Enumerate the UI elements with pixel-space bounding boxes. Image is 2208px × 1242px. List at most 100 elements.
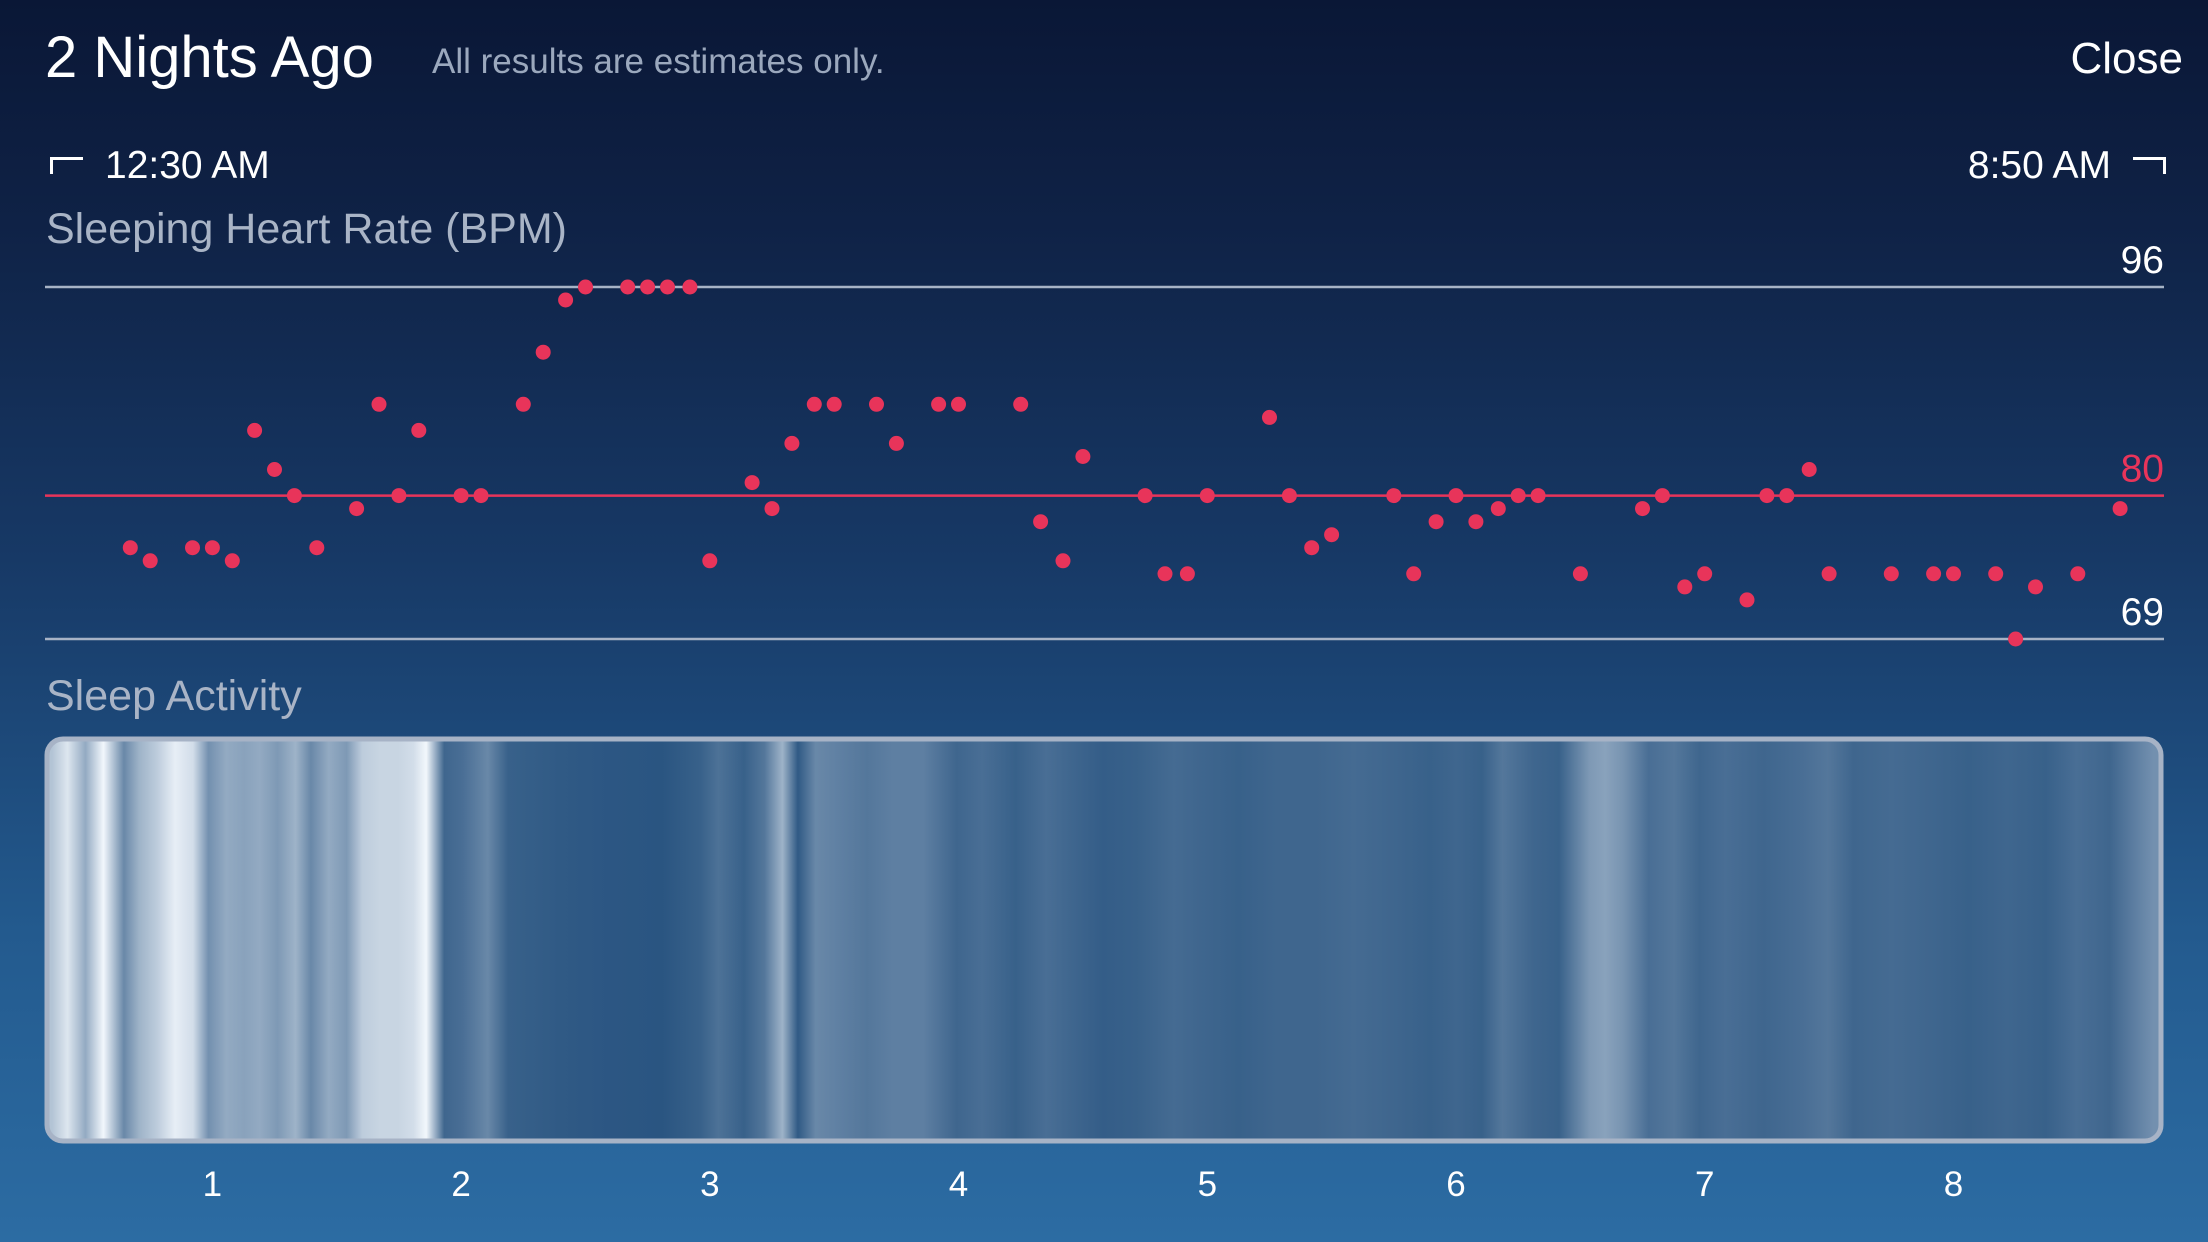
hour-tick-label: 7	[1695, 1165, 1714, 1204]
heart-rate-point	[2028, 579, 2043, 595]
hour-tick-label: 3	[700, 1165, 719, 1204]
heart-rate-point	[888, 435, 904, 451]
heart-rate-point	[1137, 488, 1153, 504]
heart-rate-point	[267, 462, 282, 477]
sleep-activity-strip	[44, 736, 2164, 1144]
hour-tick-label: 8	[1944, 1165, 1963, 1204]
heart-rate-point	[1199, 488, 1215, 504]
hour-tick-label: 2	[451, 1165, 470, 1204]
heart-rate-point	[185, 540, 200, 556]
reference-label-min: 69	[2121, 591, 2164, 634]
heart-rate-point	[682, 279, 698, 295]
heart-rate-point	[1468, 514, 1484, 530]
heart-rate-point	[1281, 488, 1297, 504]
heart-rate-point	[535, 344, 551, 360]
heart-rate-point	[702, 553, 718, 569]
heart-rate-point	[1988, 566, 2004, 582]
heart-rate-point	[1635, 501, 1650, 517]
heart-rate-point	[640, 279, 656, 295]
heart-rate-point	[951, 396, 966, 412]
heart-rate-point	[391, 488, 407, 504]
heart-rate-point	[931, 396, 947, 412]
heart-rate-point	[1572, 566, 1588, 582]
heart-rate-point	[1697, 566, 1713, 582]
sleep-activity-heatmap	[47, 739, 2161, 1141]
estimate-disclaimer: All results are estimates only.	[432, 42, 885, 81]
heart-rate-point	[806, 396, 822, 412]
heart-rate-point	[2112, 501, 2128, 517]
heart-rate-point	[204, 540, 220, 556]
hour-tick-label: 4	[949, 1165, 968, 1204]
heart-rate-point	[578, 279, 593, 295]
heart-rate-point	[1677, 579, 1693, 595]
heart-rate-point	[1801, 462, 1817, 477]
heart-rate-point	[309, 540, 325, 556]
heart-rate-point	[515, 396, 531, 412]
heart-rate-point	[1779, 488, 1795, 504]
heart-rate-point	[1490, 501, 1506, 517]
heart-rate-point	[1883, 566, 1899, 582]
hour-tick-label: 5	[1198, 1165, 1217, 1204]
range-start-bracket-icon	[50, 157, 83, 175]
heart-rate-point	[1075, 449, 1091, 464]
reference-label-average: 80	[2121, 448, 2164, 491]
heart-rate-reference-labels: 96 80 69	[2121, 239, 2164, 634]
heart-rate-reference-lines	[45, 285, 2164, 641]
heart-rate-point	[349, 501, 365, 517]
heart-rate-point	[224, 553, 240, 569]
sleep-activity-frame	[44, 736, 2164, 1144]
heart-rate-point	[1386, 488, 1402, 504]
start-time: 12:30 AM	[50, 144, 270, 188]
heart-rate-point	[869, 396, 884, 412]
heart-rate-point	[744, 475, 760, 491]
heart-rate-point	[784, 435, 800, 451]
heart-rate-point	[764, 501, 780, 517]
end-time-label: 8:50 AM	[1967, 144, 2111, 187]
heart-rate-point	[1926, 566, 1942, 582]
start-time-label: 12:30 AM	[105, 144, 270, 187]
heart-rate-point	[1033, 514, 1049, 530]
heart-rate-chart-title: Sleeping Heart Rate (BPM)	[46, 205, 567, 253]
heart-rate-point	[1013, 396, 1029, 412]
hour-tick-label: 6	[1446, 1165, 1465, 1204]
heart-rate-point	[1821, 566, 1837, 582]
heart-rate-point	[1654, 488, 1670, 504]
heart-rate-point	[1739, 592, 1755, 608]
hour-axis: 1 2 3 4 5 6 7 8	[203, 1165, 1964, 1204]
heart-rate-point	[620, 279, 636, 295]
range-end-bracket-icon	[2133, 157, 2166, 175]
heart-rate-point	[660, 279, 675, 295]
heart-rate-point	[286, 488, 302, 504]
heart-rate-point	[558, 292, 574, 308]
end-time: 8:50 AM	[1968, 144, 2166, 188]
reference-label-max: 96	[2121, 239, 2164, 282]
heart-rate-point	[1510, 488, 1526, 504]
heart-rate-point	[1179, 566, 1195, 582]
close-button[interactable]: Close	[2070, 34, 2184, 83]
heart-rate-point	[1946, 566, 1961, 582]
heart-rate-point	[1055, 553, 1071, 569]
heart-rate-point	[1530, 488, 1546, 504]
heart-rate-point	[411, 422, 427, 438]
heart-rate-point	[1304, 540, 1320, 556]
heart-rate-point	[122, 540, 138, 556]
heart-rate-point	[453, 488, 469, 504]
heart-rate-point	[1262, 409, 1277, 425]
heart-rate-point	[1157, 566, 1173, 582]
page-title: 2 Nights Ago	[45, 25, 374, 90]
heart-rate-point	[2070, 566, 2086, 582]
heart-rate-point	[1406, 566, 1422, 582]
heart-rate-point	[371, 396, 387, 412]
sleep-activity-title: Sleep Activity	[46, 672, 302, 720]
heart-rate-point	[247, 422, 263, 438]
heart-rate-points	[122, 279, 2128, 647]
heart-rate-point	[142, 553, 158, 569]
heart-rate-point	[1448, 488, 1464, 504]
heart-rate-point	[473, 488, 489, 504]
heart-rate-point	[1428, 514, 1444, 530]
heart-rate-point	[2008, 631, 2024, 647]
heart-rate-point	[1759, 488, 1775, 504]
heart-rate-point	[826, 396, 842, 412]
heart-rate-point	[1324, 527, 1340, 543]
